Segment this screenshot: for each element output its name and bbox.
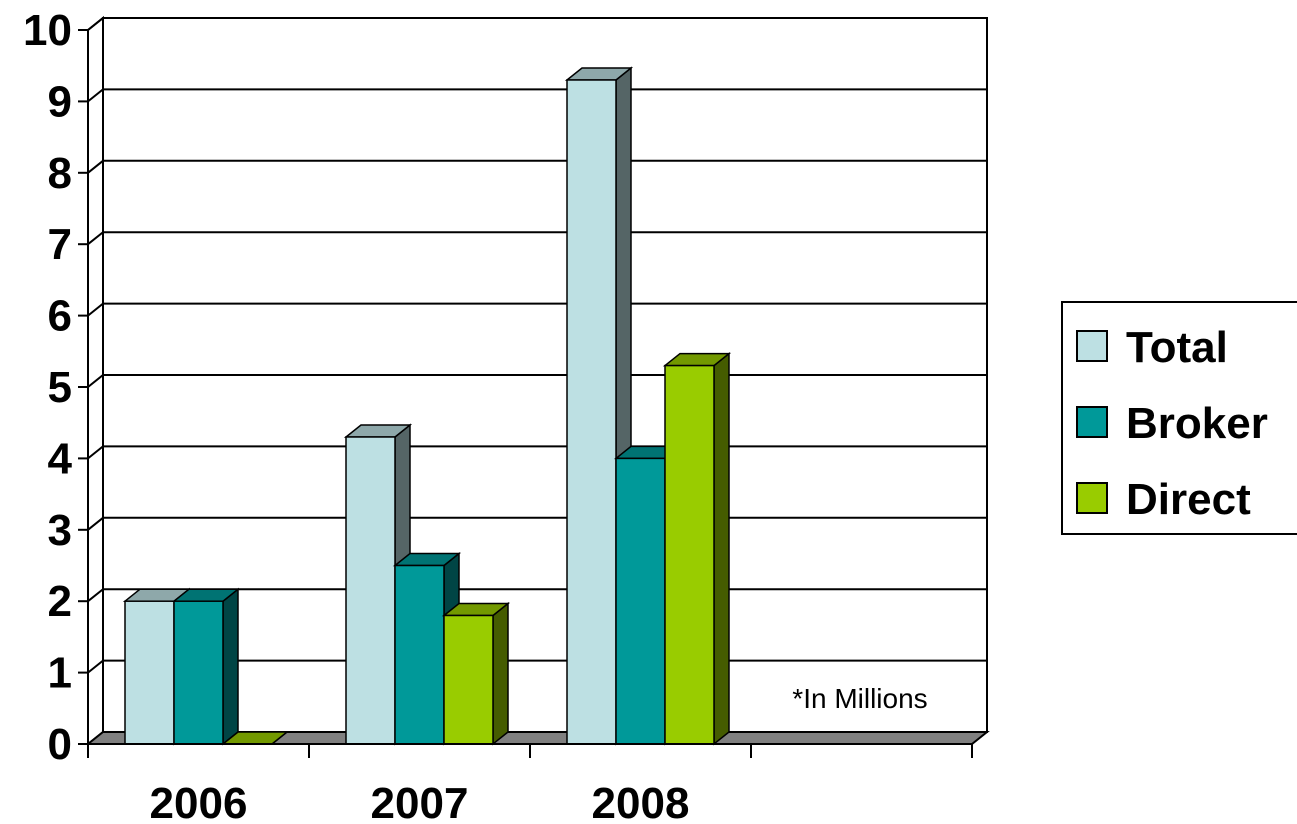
y-tick-label: 3 xyxy=(48,506,72,555)
bar-broker-2006 xyxy=(171,587,241,746)
y-tick-label: 2 xyxy=(48,577,72,626)
gridline xyxy=(87,17,987,31)
y-tick-label: 6 xyxy=(48,292,72,341)
gridline xyxy=(87,302,987,317)
y-tick-label: 7 xyxy=(48,220,72,269)
bar-side xyxy=(713,352,730,746)
y-tick-label: 10 xyxy=(23,6,72,55)
legend-label-direct: Direct xyxy=(1126,475,1251,524)
units-note: *In Millions xyxy=(792,683,927,714)
bar-front xyxy=(394,564,445,745)
x-tick-label: 2008 xyxy=(592,779,690,824)
legend-swatch-direct xyxy=(1076,482,1108,514)
legend-swatch-broker xyxy=(1076,406,1108,438)
gridline xyxy=(87,231,987,245)
bar-front xyxy=(345,436,396,745)
y-tick-label: 1 xyxy=(48,649,72,698)
bar-front xyxy=(664,364,715,745)
bar-total-2008 xyxy=(564,66,634,746)
y-tick-label: 4 xyxy=(48,434,73,483)
legend-label-broker: Broker xyxy=(1126,399,1268,448)
bar-front xyxy=(124,600,175,745)
bar-direct-2007 xyxy=(441,601,511,746)
legend: Total Broker Direct xyxy=(1061,301,1297,535)
y-tick-label: 8 xyxy=(48,149,72,198)
bar-front xyxy=(615,457,666,745)
gridline xyxy=(87,88,987,103)
gridline xyxy=(87,159,987,174)
bar-direct-2008 xyxy=(662,352,732,746)
x-axis-ticks: 2006 2007 2008 xyxy=(150,779,690,824)
y-tick-label: 0 xyxy=(48,720,72,769)
axes xyxy=(78,29,973,758)
legend-swatch-total xyxy=(1076,330,1108,362)
bar-front xyxy=(566,79,617,745)
x-tick-label: 2006 xyxy=(150,779,248,824)
bar-front xyxy=(443,614,494,745)
bar-side xyxy=(492,601,509,746)
x-tick-label: 2007 xyxy=(371,779,469,824)
legend-label-total: Total xyxy=(1126,323,1228,372)
y-axis-ticks: 0 1 2 3 4 5 6 7 8 9 10 xyxy=(23,6,72,769)
bar-side xyxy=(222,587,239,746)
y-tick-label: 5 xyxy=(48,363,72,412)
bars xyxy=(122,66,732,746)
y-tick-label: 9 xyxy=(48,77,72,126)
bar-front xyxy=(173,600,224,745)
